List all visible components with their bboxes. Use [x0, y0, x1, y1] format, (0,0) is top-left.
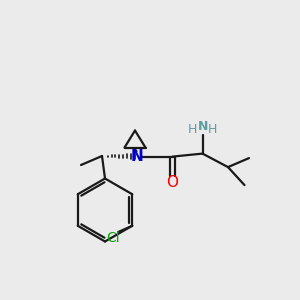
Text: N: N	[198, 120, 208, 133]
Text: Cl: Cl	[106, 231, 120, 245]
Text: O: O	[167, 175, 178, 190]
Text: N: N	[130, 149, 143, 164]
Text: H: H	[188, 123, 198, 136]
Text: H: H	[208, 123, 218, 136]
